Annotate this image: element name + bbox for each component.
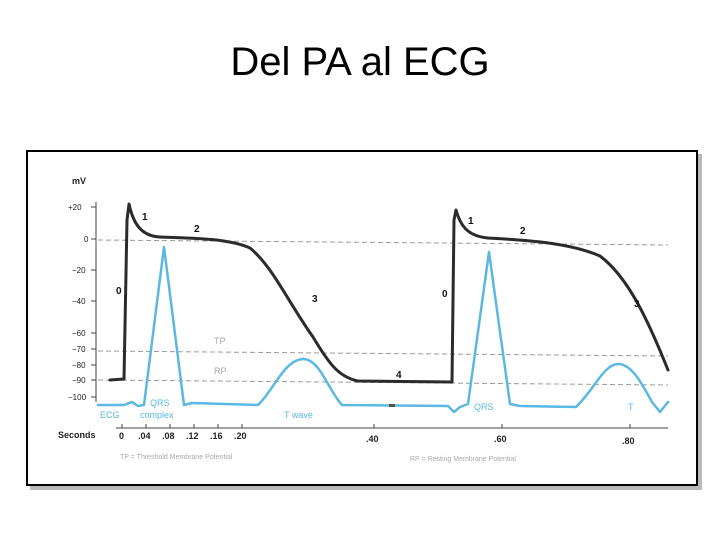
t-label: T bbox=[628, 402, 634, 412]
threshold-label: TP bbox=[214, 336, 226, 346]
threshold-line bbox=[97, 350, 669, 357]
x-tick-7: .60 bbox=[494, 424, 507, 444]
x-tick-3: .12 bbox=[186, 424, 199, 441]
rp-footnote: RP = Resting Membrane Potential bbox=[410, 456, 516, 463]
phase-label-3: 3 bbox=[634, 299, 640, 310]
x-tick-label: .20 bbox=[234, 431, 247, 441]
phase-label-2: 2 bbox=[194, 224, 200, 235]
ecg-label: ECG bbox=[100, 410, 120, 420]
x-tick-label: .08 bbox=[162, 431, 175, 441]
y-tick-2: −20 bbox=[72, 266, 96, 275]
y-tick-5: −70 bbox=[72, 345, 96, 354]
tp-footnote: TP = Threshold Membrane Potential bbox=[120, 454, 233, 461]
y-tick-7: −90 bbox=[72, 376, 96, 385]
x-axis-label: Seconds bbox=[58, 430, 96, 440]
x-tick-0: 0 bbox=[119, 424, 124, 441]
y-axis: +20 0 −20 −40 −60 −70 −80 −90 −100 bbox=[68, 202, 97, 402]
y-tick-3: −40 bbox=[72, 297, 96, 306]
x-tick-6: .40 bbox=[366, 424, 379, 444]
y-tick-label: −70 bbox=[72, 345, 86, 354]
x-tick-4: .16 bbox=[210, 424, 223, 441]
y-tick-1: 0 bbox=[84, 235, 96, 244]
phase-label-0: 0 bbox=[116, 286, 122, 297]
y-tick-8: −100 bbox=[68, 393, 96, 402]
y-tick-label: −100 bbox=[68, 393, 87, 402]
x-tick-label: .16 bbox=[210, 431, 223, 441]
phase-label-4: 4 bbox=[396, 370, 402, 381]
resting-label: RP bbox=[214, 366, 227, 376]
y-tick-label: 0 bbox=[84, 235, 89, 244]
x-tick-label: .40 bbox=[366, 434, 379, 444]
x-tick-label: .60 bbox=[494, 434, 507, 444]
complex-label: complex bbox=[140, 410, 174, 420]
zero-reference-line bbox=[97, 239, 669, 246]
phase-label-0: 0 bbox=[442, 289, 448, 300]
y-tick-6: −80 bbox=[72, 361, 96, 370]
y-tick-label: −80 bbox=[72, 361, 86, 370]
qrs-label: QRS bbox=[474, 402, 494, 412]
phase-label-2: 2 bbox=[520, 226, 526, 237]
y-tick-label: +20 bbox=[68, 203, 82, 212]
qrs-label: QRS bbox=[150, 398, 170, 408]
action-potential-ecg-figure: mV +20 0 −20 −40 −60 −70 −80 −90 −100 0 … bbox=[26, 150, 698, 486]
y-axis-unit: mV bbox=[72, 176, 86, 186]
x-tick-label: .04 bbox=[138, 431, 151, 441]
phase-label-3: 3 bbox=[312, 294, 318, 305]
x-axis: Seconds 0 .04 .08 .12 .16 .20 .40 .60 .8… bbox=[58, 424, 668, 446]
x-tick-label: 0 bbox=[119, 431, 124, 441]
x-tick-8: .80 bbox=[622, 424, 635, 446]
resting-line bbox=[97, 379, 669, 386]
slide-title: Del PA al ECG bbox=[230, 40, 490, 84]
y-tick-label: −90 bbox=[72, 376, 86, 385]
t-wave-label: T wave bbox=[284, 410, 313, 420]
x-tick-5: .20 bbox=[234, 424, 247, 441]
phase-label-1: 1 bbox=[468, 216, 474, 227]
action-potential-curve bbox=[108, 202, 670, 384]
x-tick-label: .80 bbox=[622, 436, 635, 446]
x-tick-2: .08 bbox=[162, 424, 175, 441]
x-tick-label: .12 bbox=[186, 431, 199, 441]
figure-svg: mV +20 0 −20 −40 −60 −70 −80 −90 −100 0 … bbox=[58, 176, 670, 463]
x-tick-1: .04 bbox=[138, 424, 151, 441]
y-tick-0: +20 bbox=[68, 203, 96, 212]
ecg-marker bbox=[389, 404, 395, 407]
ecg-curve bbox=[96, 245, 670, 414]
y-tick-label: −60 bbox=[72, 329, 86, 338]
y-tick-4: −60 bbox=[72, 329, 96, 338]
phase-label-1: 1 bbox=[142, 212, 148, 223]
y-tick-label: −40 bbox=[72, 297, 86, 306]
y-tick-label: −20 bbox=[72, 266, 86, 275]
